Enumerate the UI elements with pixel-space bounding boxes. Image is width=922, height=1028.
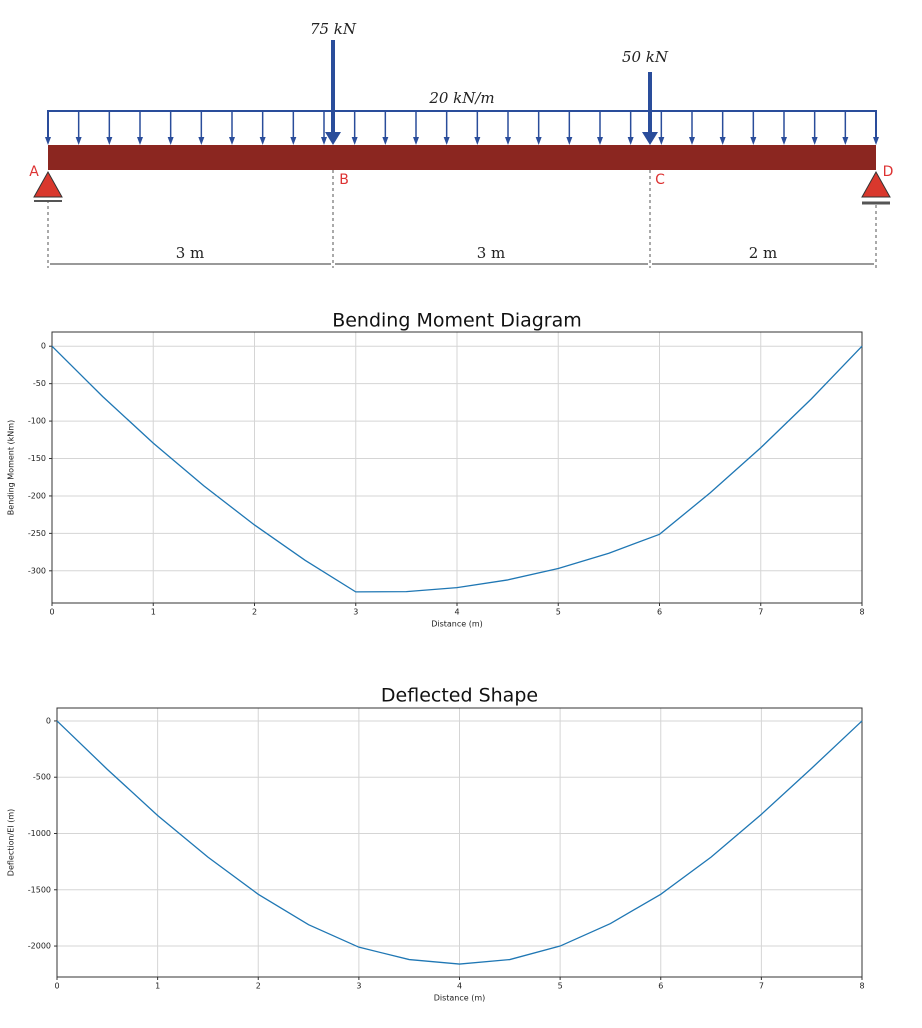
y-axis-label: Deflection/EI (m): [7, 809, 16, 876]
x-tick-label: 0: [49, 608, 54, 617]
x-tick-label: 5: [556, 608, 561, 617]
x-tick-label: 0: [54, 982, 59, 991]
y-tick-label: -50: [33, 379, 46, 388]
arrow-head: [259, 137, 266, 145]
plot-frame: [56, 707, 863, 978]
x-axis-label: Distance (m): [431, 620, 483, 629]
roller-support: [861, 170, 891, 198]
line-series: [56, 720, 863, 965]
x-tick-label: 6: [658, 982, 663, 991]
arrow-head: [535, 137, 542, 145]
arrow-head: [167, 137, 174, 145]
arrow-head: [597, 137, 603, 145]
arrow-head: [842, 137, 849, 145]
point-label: B: [339, 172, 349, 188]
arrow-head: [382, 137, 389, 145]
dim-guides: [47, 170, 877, 268]
x-tick-label: 8: [859, 982, 864, 991]
y-tick-label: -100: [28, 417, 46, 426]
x-tick-label: 3: [353, 608, 358, 617]
arrow-head: [474, 137, 481, 145]
y-axis-label: Bending Moment (kNm): [7, 420, 16, 515]
arrow-head: [198, 137, 205, 145]
x-tick-label: 1: [155, 982, 160, 991]
y-tick-label: 0: [41, 342, 46, 351]
y-tick-label: -1000: [28, 829, 51, 838]
arrow-head: [750, 137, 757, 145]
point-label: D: [883, 164, 894, 180]
span-label: 3 m: [176, 244, 205, 262]
arrow-head: [325, 132, 341, 145]
line-series: [51, 345, 863, 593]
chart-title: Deflected Shape: [381, 685, 538, 707]
arrow-head: [443, 137, 450, 145]
beam: [48, 145, 876, 170]
x-tick-label: 1: [151, 608, 156, 617]
span-label: 3 m: [477, 244, 506, 262]
y-tick-label: -200: [28, 491, 46, 500]
load-label: 75 kN: [310, 20, 357, 38]
beam-diagram: 75 kN 50 kN 20 kN/m A B C D 3 m 3 m 2 m: [29, 20, 893, 268]
udl-label: 20 kN/m: [428, 89, 494, 107]
x-tick-label: 3: [356, 982, 361, 991]
x-tick-label: 7: [759, 982, 764, 991]
pin-support: [33, 170, 63, 198]
x-tick-label: 4: [457, 982, 462, 991]
arrow-head: [689, 137, 695, 145]
y-tick-label: -300: [28, 566, 46, 575]
x-tick-label: 8: [859, 608, 864, 617]
arrow-head: [781, 137, 787, 145]
x-tick-label: 7: [758, 608, 763, 617]
x-tick-label: 4: [454, 608, 459, 617]
arrow-head: [413, 137, 419, 145]
arrow-head: [566, 137, 573, 145]
arrow-head: [642, 132, 658, 145]
arrow-head: [627, 137, 634, 145]
arrow-head: [658, 137, 665, 145]
arrow-head: [75, 137, 82, 145]
arrow-head: [290, 137, 297, 145]
chart-title: Bending Moment Diagram: [332, 310, 582, 332]
arrow-head: [719, 137, 726, 145]
arrow-head: [45, 137, 51, 145]
arrow-head: [351, 137, 358, 145]
point-label: C: [655, 172, 665, 188]
y-tick-label: -150: [28, 454, 46, 463]
y-tick-label: -250: [28, 529, 46, 538]
point-label: A: [29, 164, 39, 180]
load-label: 50 kN: [622, 48, 669, 66]
y-tick-label: 0: [46, 716, 51, 725]
arrow-head: [873, 137, 879, 145]
x-tick-label: 6: [657, 608, 662, 617]
arrow-head: [321, 137, 327, 145]
x-tick-label: 2: [256, 982, 261, 991]
y-tick-label: -1500: [28, 885, 51, 894]
arrow-head: [505, 137, 511, 145]
y-tick-label: -2000: [28, 942, 51, 951]
arrow-head: [106, 137, 113, 145]
x-tick-label: 5: [558, 982, 563, 991]
arrow-head: [229, 137, 235, 145]
x-tick-label: 2: [252, 608, 257, 617]
arrow-head: [811, 137, 818, 145]
plot-frame: [51, 331, 863, 604]
arrow-head: [137, 137, 143, 145]
span-label: 2 m: [749, 244, 778, 262]
udl-outline: [47, 110, 877, 140]
y-tick-label: -500: [33, 773, 51, 782]
x-axis-label: Distance (m): [434, 994, 486, 1003]
